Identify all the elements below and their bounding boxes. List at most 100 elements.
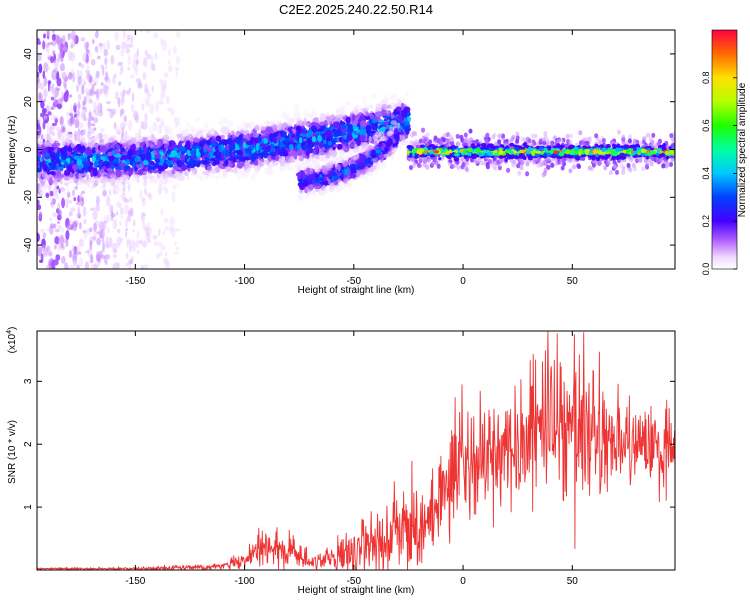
heatmap-cell — [148, 103, 155, 115]
heatmap-cell — [339, 121, 346, 126]
heatmap-cell — [77, 251, 82, 255]
heatmap-cell — [86, 142, 93, 148]
heatmap-cell — [160, 38, 164, 47]
heatmap-cell — [79, 193, 83, 202]
heatmap-cell — [260, 140, 265, 145]
heatmap-cell — [428, 139, 433, 145]
heatmap-cell — [235, 136, 242, 145]
heatmap-cell — [156, 252, 160, 260]
heatmap-cell — [38, 186, 46, 195]
heatmap-cell — [157, 100, 163, 105]
heatmap-cell — [102, 153, 107, 157]
heatmap-cell — [99, 91, 103, 95]
heatmap-cell — [643, 135, 648, 141]
heatmap-cell — [139, 142, 145, 147]
heatmap-cell — [195, 117, 200, 123]
heatmap-cell — [461, 138, 466, 144]
heatmap-cell — [78, 238, 84, 248]
heatmap-cell — [627, 138, 632, 144]
heatmap-cell — [210, 170, 217, 175]
heatmap-cell — [100, 64, 104, 69]
heatmap-cell — [199, 175, 205, 181]
heatmap-cell — [375, 166, 382, 170]
heatmap-cell — [106, 167, 112, 172]
heatmap-cell — [51, 69, 57, 81]
heatmap-cell — [83, 117, 88, 122]
heatmap-cell — [83, 219, 87, 225]
heatmap-cell — [145, 30, 151, 33]
heatmap-cell — [509, 158, 514, 163]
heatmap-cell — [87, 125, 92, 136]
heatmap-cell — [45, 192, 50, 198]
heatmap-cell — [168, 48, 171, 57]
heatmap-cell — [37, 246, 43, 257]
heatmap-cell — [195, 147, 200, 156]
heatmap-cell — [368, 135, 372, 142]
heatmap-cell — [345, 100, 352, 106]
heatmap-cell — [231, 132, 239, 138]
heatmap-cell — [341, 161, 349, 167]
heatmap-cell — [383, 121, 390, 125]
heatmap-cell — [254, 126, 261, 131]
heatmap-cell — [52, 96, 56, 101]
heatmap-cell — [141, 103, 145, 111]
heatmap-cell — [142, 181, 147, 188]
heatmap-cell — [568, 157, 573, 163]
heatmap-cell — [218, 144, 222, 152]
heatmap-cell — [301, 145, 308, 151]
heatmap-cell — [57, 243, 61, 252]
heatmap-cell — [327, 164, 334, 169]
heatmap-cell — [608, 170, 613, 176]
heatmap-cell — [156, 130, 161, 136]
heatmap-cell — [134, 166, 138, 172]
heatmap-cell — [310, 180, 315, 185]
heatmap-cell — [416, 162, 421, 168]
heatmap-cell — [144, 187, 147, 196]
heatmap-cell — [120, 154, 128, 160]
heatmap-cell — [82, 109, 87, 114]
heatmap-cell — [96, 195, 100, 206]
heatmap-cell — [53, 223, 57, 229]
heatmap-cell — [299, 182, 306, 191]
heatmap-cell — [73, 146, 78, 152]
heatmap-cell — [102, 42, 106, 51]
heatmap-cell — [54, 228, 60, 233]
heatmap-cell — [310, 125, 317, 133]
heatmap-cell — [279, 165, 286, 172]
heatmap-cell — [57, 221, 60, 225]
heatmap-cell — [179, 152, 186, 161]
heatmap-cell — [651, 132, 656, 138]
heatmap-cell — [309, 167, 313, 176]
heatmap-cell — [242, 141, 246, 149]
heatmap-cell — [174, 240, 177, 246]
heatmap-cell — [271, 132, 278, 138]
heatmap-cell — [61, 91, 64, 98]
heatmap-cell — [463, 132, 468, 138]
heatmap-cell — [150, 166, 157, 170]
heatmap-cell — [125, 228, 129, 232]
heatmap-cell — [337, 143, 343, 150]
heatmap-cell — [91, 115, 94, 119]
heatmap-cell — [65, 229, 70, 241]
heatmap-cell — [37, 160, 41, 165]
heatmap-cell — [296, 119, 303, 124]
heatmap-cell — [122, 184, 126, 192]
heatmap-cell — [175, 116, 181, 126]
heatmap-cell — [131, 92, 135, 102]
heatmap-cell — [146, 151, 152, 160]
heatmap-cell — [132, 219, 136, 227]
heatmap-cell — [51, 259, 54, 269]
heatmap-cell — [142, 160, 149, 166]
heatmap-cell — [184, 144, 191, 149]
heatmap-cell — [360, 120, 367, 128]
heatmap-cell — [37, 204, 42, 211]
heatmap-cell — [538, 137, 543, 143]
heatmap-cell — [166, 127, 174, 135]
heatmap-cell — [49, 166, 56, 170]
heatmap-cell — [93, 82, 97, 86]
heatmap-cell — [349, 172, 357, 179]
heatmap-cell — [302, 110, 309, 118]
heatmap-cell — [123, 134, 129, 140]
heatmap-cell — [293, 110, 299, 118]
heatmap-cell — [380, 161, 387, 169]
